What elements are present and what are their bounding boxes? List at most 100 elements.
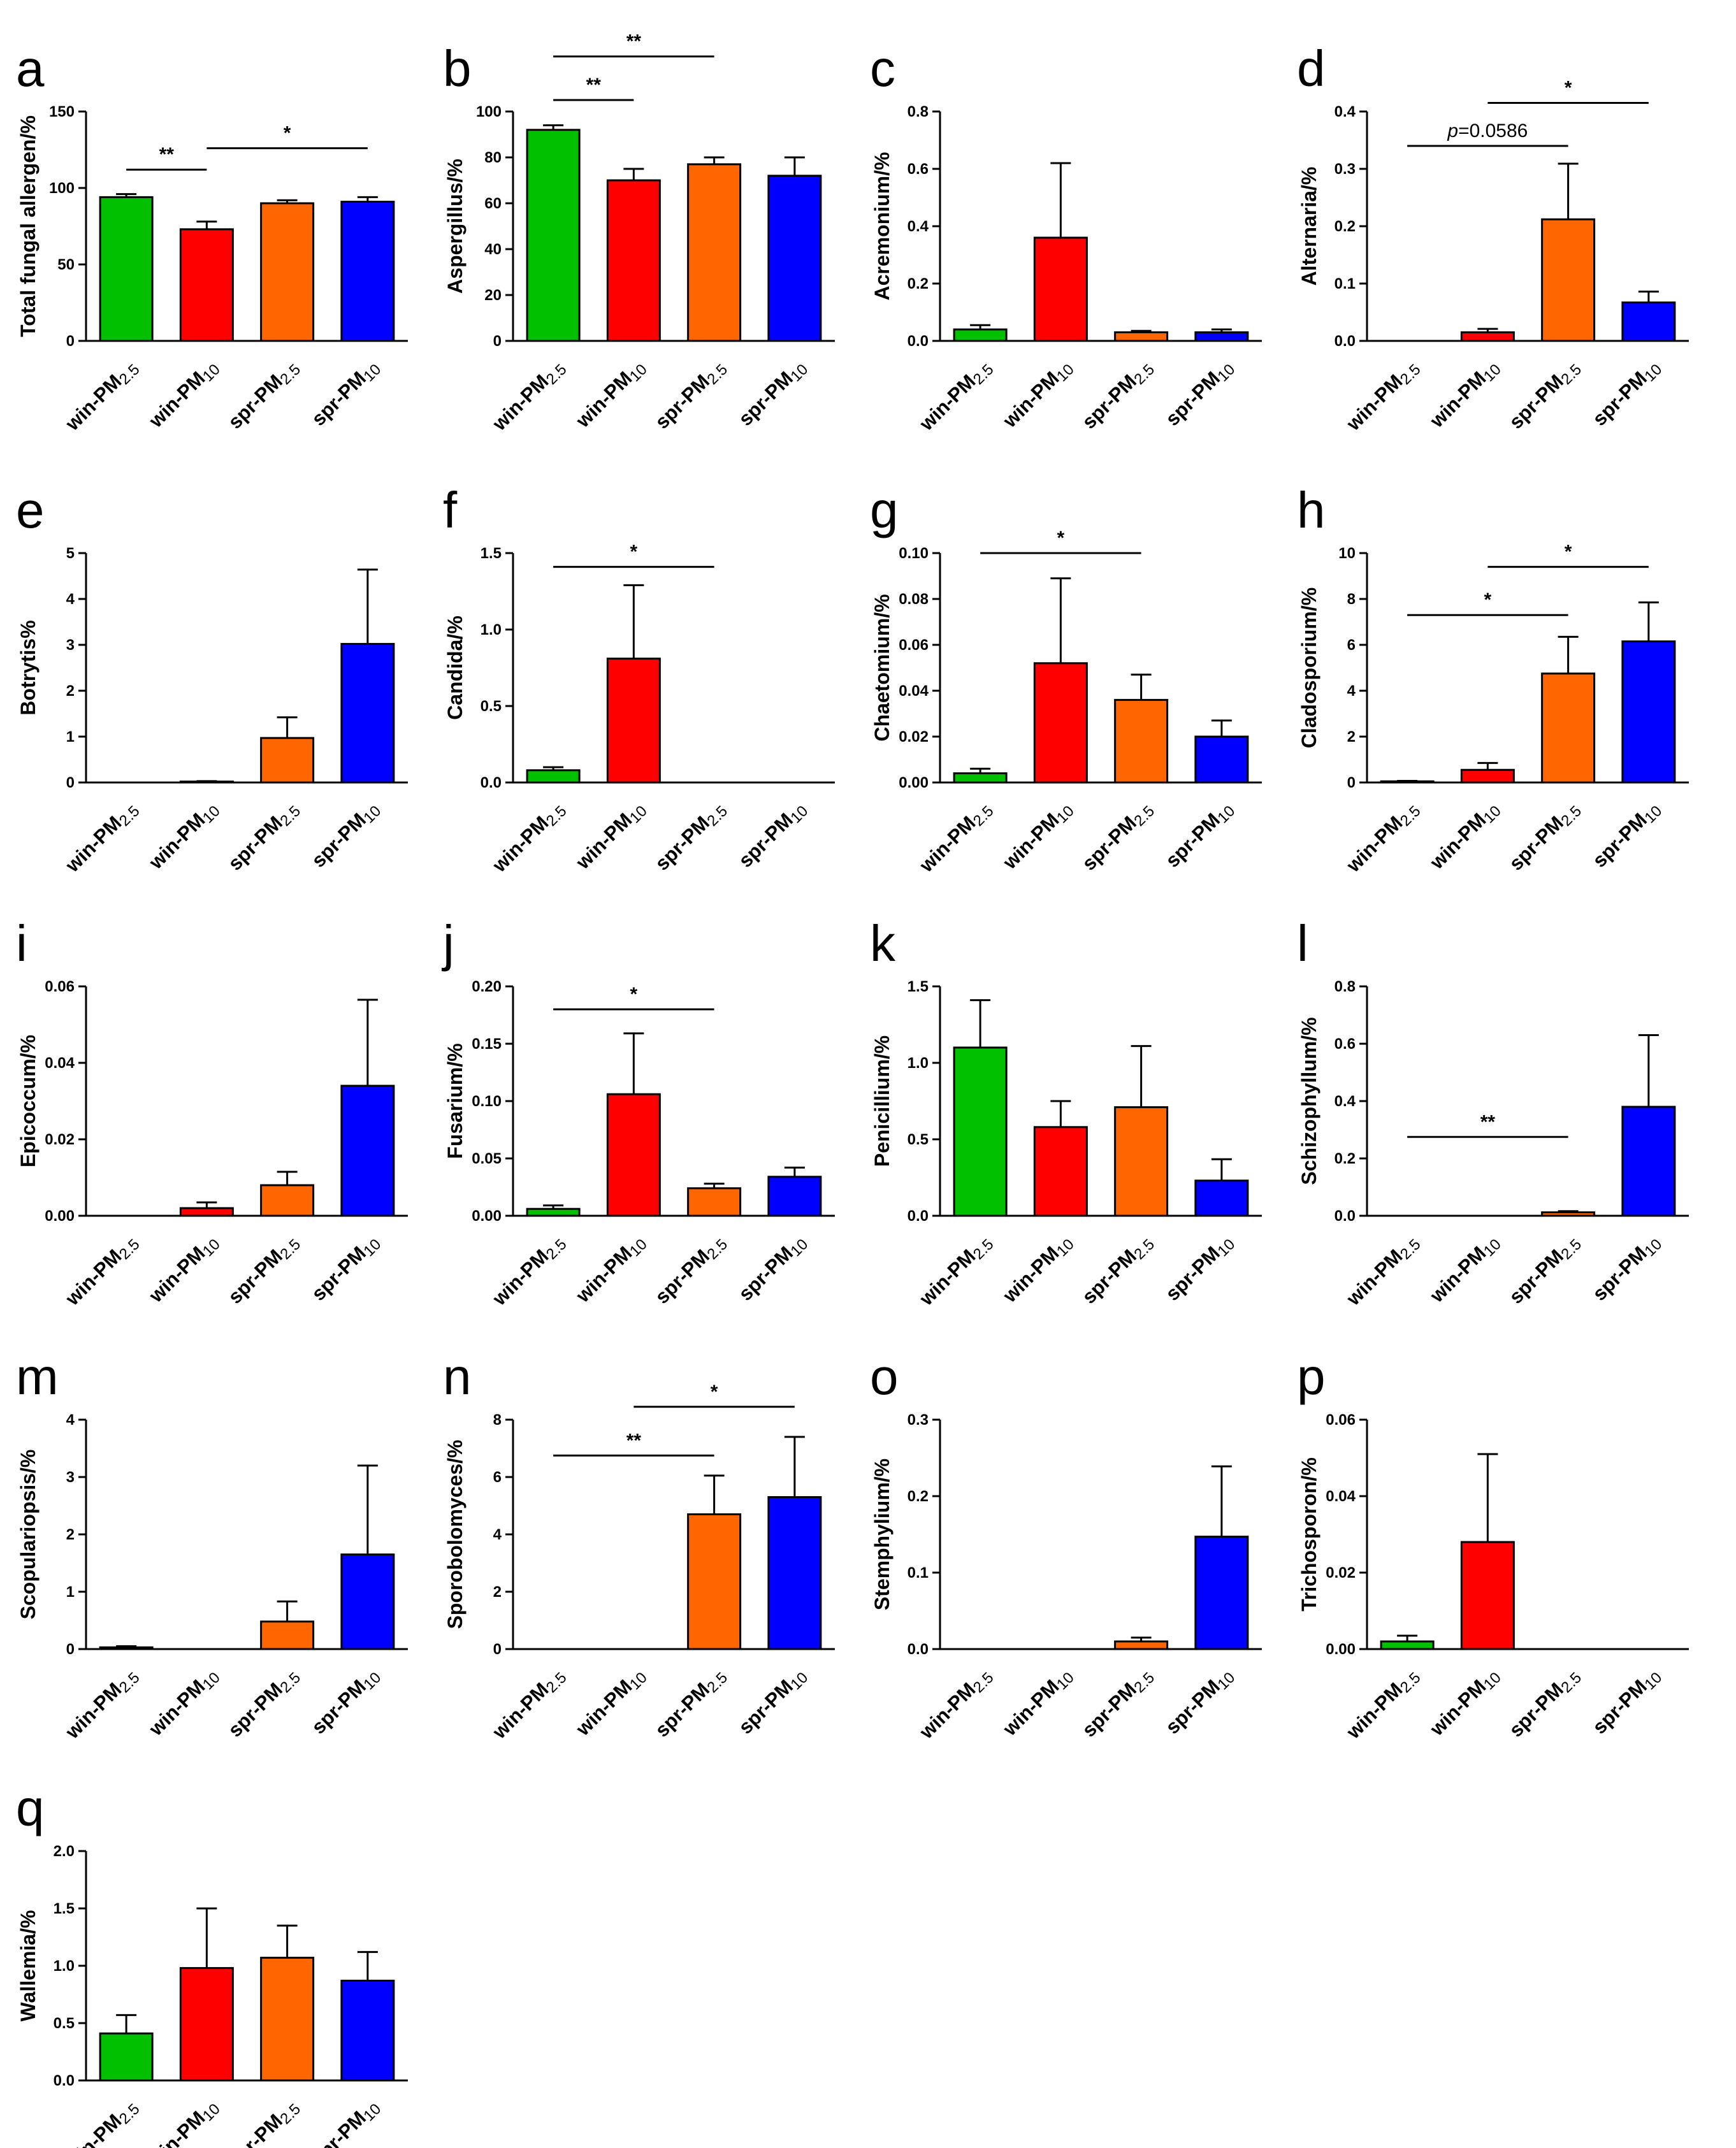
- x-tick-label: win-PM2.5: [61, 1230, 143, 1312]
- bar-spr-PM10: [1194, 1179, 1249, 1217]
- x-tick-label: win-PM10: [998, 1663, 1078, 1743]
- y-tick-label: 0.0: [1335, 333, 1356, 350]
- y-tick-label: 1.5: [481, 545, 502, 562]
- bar-win-PM10: [1033, 236, 1088, 342]
- x-tick-label: spr-PM2.5: [224, 1663, 304, 1743]
- y-tick-label: 0.00: [1326, 1641, 1356, 1658]
- bar-spr-PM10: [1194, 735, 1249, 784]
- y-tick-label: 0: [493, 333, 502, 350]
- bar-spr-PM2.5: [260, 1620, 315, 1650]
- y-tick-label: 2: [66, 682, 75, 700]
- x-tick-label: win-PM10: [998, 796, 1078, 876]
- bar-spr-PM10: [1194, 1536, 1249, 1650]
- x-tick-label: win-PM2.5: [1342, 796, 1424, 879]
- bar-spr-PM10: [340, 1553, 395, 1650]
- y-tick-label: 0.02: [45, 1131, 75, 1148]
- bar-spr-PM10: [340, 201, 395, 342]
- significance-label: *: [711, 1381, 718, 1402]
- x-tick-label: spr-PM10: [1588, 796, 1665, 874]
- y-tick-label: 100: [476, 103, 502, 120]
- y-tick-label: 1: [66, 1583, 75, 1601]
- y-axis-label: Total fungal allergen/%: [17, 115, 40, 337]
- panel-letter: m: [16, 1348, 59, 1405]
- bar-win-PM10: [1033, 1126, 1088, 1217]
- y-tick-label: 4: [66, 1411, 75, 1429]
- y-tick-label: 0.3: [908, 1411, 929, 1429]
- y-tick-label: 0.1: [908, 1564, 929, 1582]
- panel-letter: i: [16, 915, 27, 972]
- bar-win-PM10: [606, 658, 661, 784]
- panel-letter: n: [443, 1348, 472, 1405]
- y-tick-label: 0.1: [1335, 275, 1356, 292]
- significance-label: *: [1057, 528, 1065, 549]
- y-tick-label: 0.10: [472, 1093, 502, 1110]
- y-axis-label: Schizophyllum/%: [1298, 1017, 1320, 1185]
- significance-label: **: [1480, 1111, 1496, 1132]
- y-tick-label: 0.0: [908, 1207, 929, 1225]
- panel-letter: o: [870, 1348, 899, 1405]
- y-axis-label: Scopulariopsis/%: [17, 1450, 40, 1620]
- y-tick-label: 0: [66, 1641, 75, 1658]
- panel-p: p Trichosporon/% 0.00 0.02 0.04 0.06 win-PM2.5…: [1297, 1348, 1689, 1745]
- y-axis-label: Sporobolomyces/%: [444, 1440, 467, 1629]
- bar-spr-PM10: [767, 1176, 822, 1217]
- y-tick-label: 6: [493, 1469, 502, 1486]
- bar-spr-PM10: [1621, 640, 1676, 784]
- panel-e: e Botrytis% 0 1 2 3 4 5 win-PM2.5 win-PM10 spr-PM2…: [16, 482, 408, 877]
- y-tick-label: 2: [66, 1526, 75, 1543]
- y-axis-label: Stemphylium/%: [871, 1459, 893, 1610]
- y-tick-label: 0.4: [908, 218, 929, 235]
- bar-spr-PM2.5: [1541, 1211, 1596, 1217]
- x-tick-label: spr-PM2.5: [224, 1230, 304, 1310]
- x-tick-label: spr-PM10: [1588, 1230, 1665, 1307]
- x-tick-label: win-PM2.5: [915, 796, 997, 879]
- bar-win-PM10: [179, 1207, 234, 1217]
- bar-spr-PM2.5: [687, 163, 742, 342]
- panel-b: b Aspergillus/% 0 20 40 60 80 100 win-PM2.5 win-P…: [443, 31, 835, 437]
- y-tick-label: 0.6: [1335, 1035, 1356, 1053]
- bar-win-PM10: [1460, 768, 1515, 784]
- panel-l: l Schizophyllum/% 0.0 0.2 0.4 0.6 0.8 win-PM2.5…: [1297, 915, 1689, 1310]
- y-tick-label: 0.05: [472, 1150, 502, 1167]
- y-tick-label: 0.0: [908, 333, 929, 350]
- y-tick-label: 50: [57, 256, 75, 273]
- x-tick-label: win-PM2.5: [488, 1663, 570, 1745]
- bar-win-PM2.5: [953, 328, 1008, 342]
- y-tick-label: 0.20: [472, 978, 502, 995]
- x-tick-label: win-PM2.5: [488, 355, 570, 437]
- x-tick-label: win-PM2.5: [488, 796, 570, 879]
- y-tick-label: 0.04: [45, 1055, 75, 1072]
- x-tick-label: win-PM10: [571, 796, 651, 876]
- bar-spr-PM2.5: [687, 1513, 742, 1650]
- significance-label: *: [1565, 78, 1572, 99]
- bar-spr-PM2.5: [1541, 672, 1596, 784]
- y-tick-label: 0.2: [908, 1488, 929, 1505]
- significance-label: **: [626, 1430, 642, 1451]
- y-tick-label: 3: [66, 637, 75, 654]
- bar-win-PM10: [606, 1093, 661, 1217]
- bar-win-PM2.5: [953, 772, 1008, 784]
- x-tick-label: spr-PM10: [1588, 355, 1665, 432]
- y-tick-label: 0.06: [45, 978, 75, 995]
- bar-spr-PM10: [340, 1085, 395, 1217]
- x-tick-label: win-PM10: [144, 796, 224, 876]
- x-tick-label: win-PM2.5: [1342, 1663, 1424, 1745]
- panel-letter: d: [1297, 40, 1326, 97]
- bar-spr-PM10: [1194, 331, 1249, 342]
- panel-k: k Penicillium/% 0.0 0.5 1.0 1.5 win-PM2.5 win-P…: [870, 915, 1262, 1310]
- y-axis-label: Cladosporium/%: [1298, 587, 1320, 748]
- x-tick-label: win-PM10: [998, 1230, 1078, 1309]
- y-tick-label: 0.15: [472, 1035, 502, 1053]
- panel-i: i Epicoccum/% 0.00 0.02 0.04 0.06 win-PM2.5 win…: [16, 915, 408, 1312]
- x-tick-label: win-PM10: [144, 2094, 224, 2148]
- bar-spr-PM2.5: [1114, 698, 1169, 784]
- x-tick-label: spr-PM10: [1161, 796, 1238, 874]
- y-tick-label: 2: [493, 1583, 502, 1601]
- y-tick-label: 0.3: [1335, 161, 1356, 178]
- bar-spr-PM10: [767, 175, 822, 342]
- x-tick-label: win-PM10: [1425, 1663, 1505, 1743]
- x-tick-label: win-PM2.5: [488, 1230, 570, 1312]
